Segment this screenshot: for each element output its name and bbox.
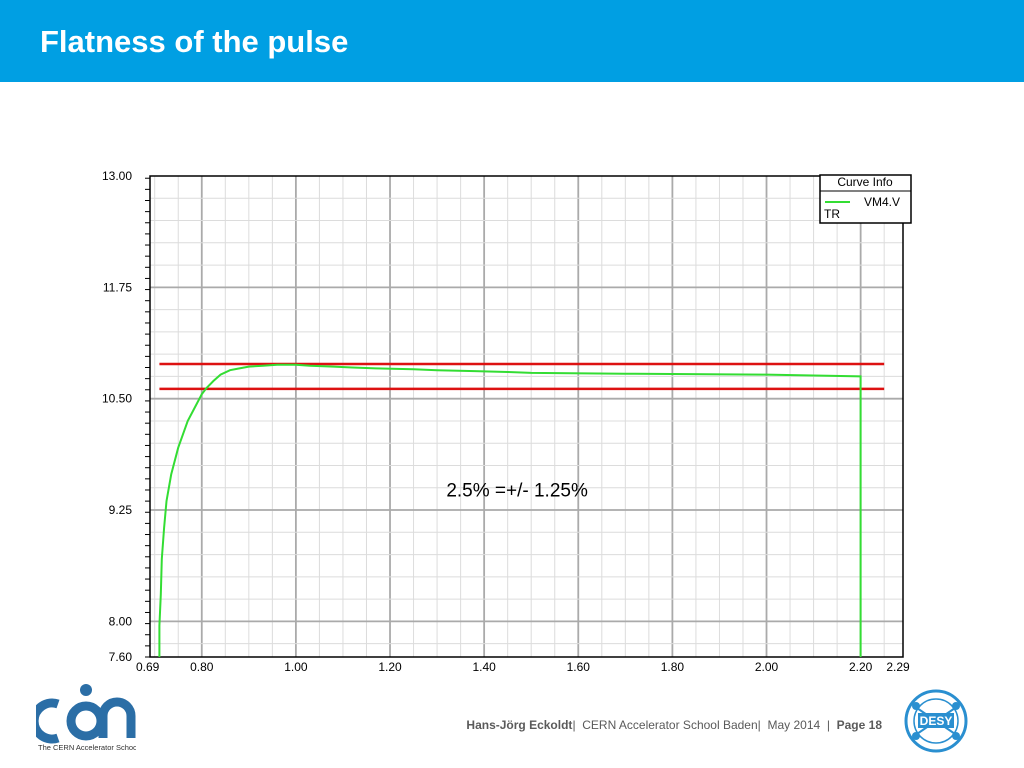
footer-date: May 2014 xyxy=(767,718,821,732)
footer-event: CERN Accelerator School Baden xyxy=(582,718,758,732)
y-tick-label: 8.00 xyxy=(109,614,133,628)
y-tick-label: 10.50 xyxy=(102,392,132,406)
legend-title: Curve Info xyxy=(837,175,893,189)
series-layer xyxy=(158,363,862,657)
x-tick-label: 0.80 xyxy=(190,660,214,674)
legend-entry-sub: TR xyxy=(824,207,840,221)
footer-author: Hans-Jörg Eckoldt xyxy=(466,718,573,732)
desy-logo-text: DESY xyxy=(920,714,953,728)
x-tick-label: 2.20 xyxy=(849,660,873,674)
x-axis-labels: 0.69 0.80 1.00 1.20 1.40 1.60 1.80 2.00 2.20 2.29 xyxy=(136,660,910,674)
footer: Hans-Jörg Eckoldt| CERN Accelerator Scho… xyxy=(466,718,882,732)
footer-page: Page 18 xyxy=(836,718,882,732)
axis-ticks xyxy=(145,177,150,658)
desy-logo: DESY xyxy=(904,689,968,753)
legend-box: Curve Info VM4.V TR xyxy=(819,174,912,224)
chart-grid xyxy=(150,176,903,657)
legend-entry-name: VM4.V xyxy=(864,195,900,209)
header-bar xyxy=(0,0,1024,82)
y-tick-label: 9.25 xyxy=(109,503,133,517)
x-tick-label: 1.00 xyxy=(284,660,308,674)
y-tick-label: 11.75 xyxy=(103,280,132,294)
legend-frame xyxy=(819,174,912,224)
x-tick-label: 1.20 xyxy=(378,660,402,674)
chart-annotation: 2.5% =+/- 1.25% xyxy=(446,481,588,502)
x-tick-label: 1.60 xyxy=(567,660,591,674)
plot-frame xyxy=(149,175,904,658)
series-line-vm4 xyxy=(158,363,862,657)
cas-logo-dot xyxy=(80,684,92,696)
x-tick-label: 1.80 xyxy=(661,660,685,674)
x-tick-label: 0.69 xyxy=(136,660,160,674)
y-axis-labels: 13.00 11.75 10.50 9.25 8.00 7.60 xyxy=(102,169,132,664)
x-tick-label: 1.40 xyxy=(472,660,496,674)
cas-logo-caption: The CERN Accelerator School xyxy=(38,743,136,752)
y-tick-label: 13.00 xyxy=(102,169,132,183)
cas-logo: The CERN Accelerator School xyxy=(36,684,136,752)
x-tick-label: 2.29 xyxy=(886,660,910,674)
y-tick-label: 7.60 xyxy=(109,650,133,664)
x-tick-label: 2.00 xyxy=(755,660,779,674)
slide-title: Flatness of the pulse xyxy=(40,24,349,59)
